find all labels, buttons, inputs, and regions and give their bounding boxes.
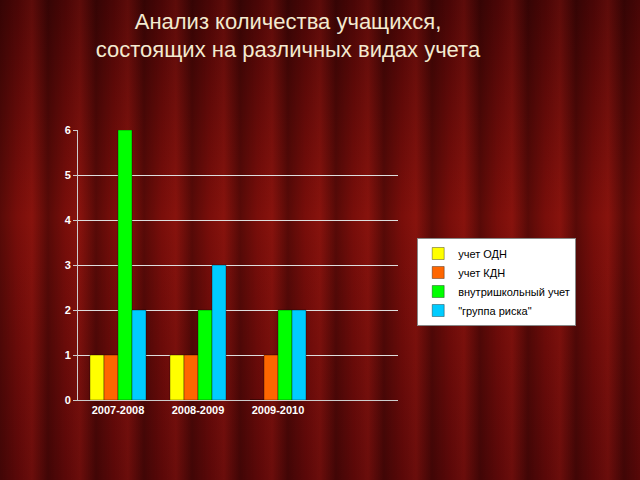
svg-text:4: 4 bbox=[65, 214, 72, 226]
svg-text:0: 0 bbox=[65, 394, 71, 406]
svg-text:Анализ количества учащихся,сос: Анализ количества учащихся,состоящих на … bbox=[96, 9, 481, 63]
svg-text:2008-2009: 2008-2009 bbox=[172, 404, 225, 416]
svg-text:2: 2 bbox=[65, 304, 71, 316]
svg-text:1: 1 bbox=[65, 349, 71, 361]
svg-text:2007-2008: 2007-2008 bbox=[92, 404, 145, 416]
svg-text:учет ОДН: учет ОДН bbox=[458, 248, 507, 260]
svg-text:учет КДН: учет КДН bbox=[458, 267, 505, 279]
svg-text:5: 5 bbox=[65, 169, 71, 181]
svg-text:2009-2010: 2009-2010 bbox=[252, 404, 305, 416]
svg-text:внутришкольный учет: внутришкольный учет bbox=[458, 286, 570, 298]
svg-text:"группа риска": "группа риска" bbox=[458, 305, 531, 317]
svg-text:6: 6 bbox=[65, 124, 71, 136]
svg-text:3: 3 bbox=[65, 259, 71, 271]
